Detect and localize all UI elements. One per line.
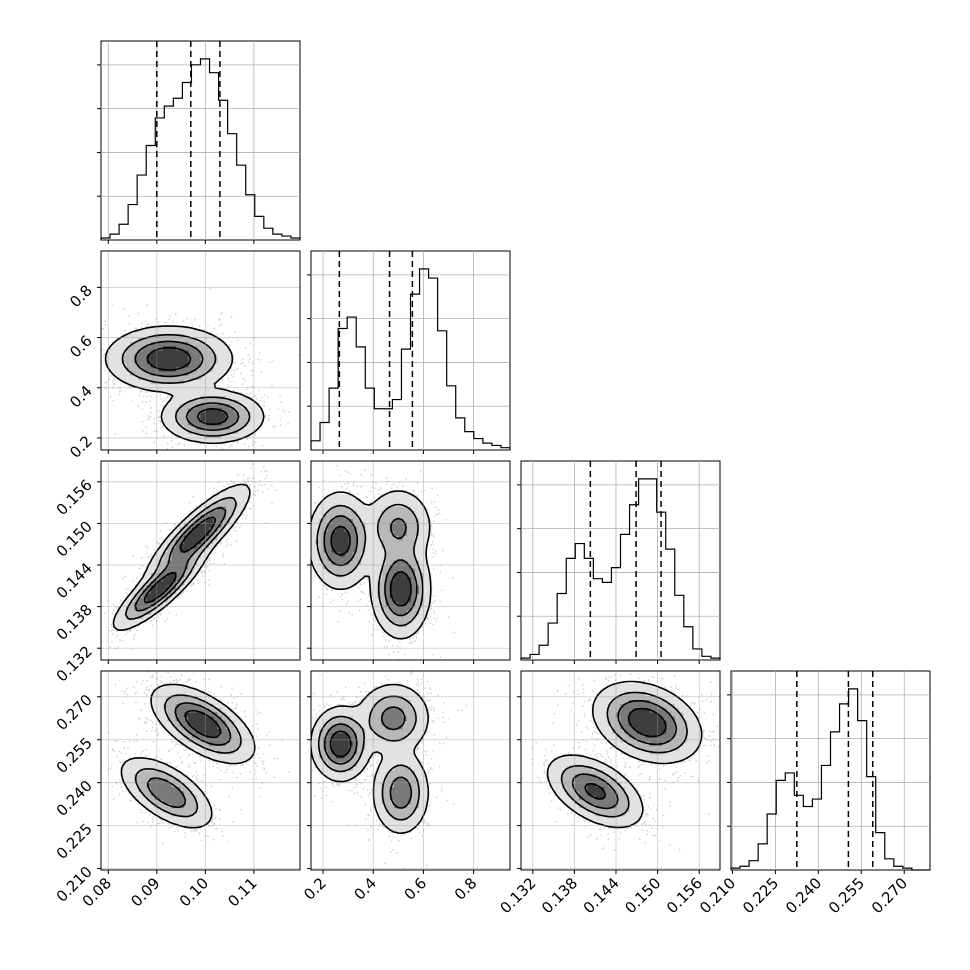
density-panel-0-3	[100, 670, 301, 871]
x-tick-label: 0.240	[782, 874, 825, 917]
y-tick-label: 0.156	[53, 476, 96, 519]
panel-frame	[100, 250, 301, 451]
x-tick-label: 0.4	[350, 874, 380, 904]
density-fill	[121, 683, 255, 829]
y-tick-label: 0.225	[53, 820, 96, 863]
histogram-panel-1	[307, 250, 511, 451]
contour-line	[124, 496, 237, 620]
panel-frame	[100, 460, 301, 661]
y-tick-label: 0.138	[53, 601, 96, 644]
density-panel-0-2	[100, 460, 301, 661]
contour-line	[146, 702, 232, 808]
contour-line	[546, 680, 703, 829]
contour-line	[323, 706, 413, 809]
histogram-panel-0	[97, 40, 301, 241]
density-fill	[134, 695, 243, 817]
density-fill	[587, 708, 667, 800]
y-tick-label: 0.8	[66, 281, 96, 311]
x-tick-label: 0.150	[621, 874, 664, 917]
histogram-panel-3	[727, 670, 931, 871]
density-fill	[134, 342, 239, 430]
y-tick-label: 0.240	[53, 777, 96, 820]
y-tick-label: 0.255	[53, 734, 96, 777]
density-panel-1-3	[310, 670, 511, 871]
density-fill	[574, 700, 675, 809]
panel-content	[101, 671, 291, 845]
contour-line	[146, 347, 229, 426]
x-tick-label: 0.10	[176, 874, 212, 910]
y-tick-label: 0.132	[53, 642, 96, 685]
panel-frame	[730, 670, 931, 871]
histogram-step	[100, 58, 301, 240]
x-tick-label: 0.2	[300, 874, 330, 904]
panel-frame	[310, 250, 511, 451]
y-tick-label: 0.4	[66, 382, 96, 412]
y-tick-label: 0.150	[53, 518, 96, 561]
density-fill	[113, 485, 251, 632]
x-tick-label: 0.144	[580, 874, 623, 917]
contour-line	[560, 691, 688, 818]
x-tick-label: 0.156	[663, 874, 706, 917]
contour-line	[134, 340, 240, 431]
panel-frame	[520, 670, 721, 871]
x-tick-label: 0.270	[868, 874, 911, 917]
panel-content	[521, 671, 720, 852]
contour-line	[584, 707, 667, 800]
x-tick-label: 0.11	[224, 874, 260, 910]
contour-line	[571, 699, 678, 810]
histogram-step	[310, 268, 511, 450]
x-tick-label: 0.225	[739, 874, 782, 917]
panel-content	[101, 461, 278, 651]
x-tick-label: 0.255	[825, 874, 868, 917]
contour-line	[323, 515, 418, 617]
panel-content	[101, 287, 300, 450]
density-panel-1-2	[310, 460, 511, 661]
y-tick-label: 0.6	[66, 332, 96, 362]
panel-frame	[310, 460, 511, 661]
histogram-step	[520, 478, 721, 660]
contour-line	[134, 694, 242, 818]
panel-frame	[100, 40, 301, 241]
contour-line	[317, 695, 420, 821]
density-fill	[134, 506, 226, 611]
x-tick-label: 0.210	[696, 874, 739, 917]
panel-frame	[310, 670, 511, 871]
panel-frame	[100, 670, 301, 871]
y-tick-label: 0.2	[66, 432, 96, 462]
y-tick-label: 0.144	[53, 559, 96, 602]
density-fill	[125, 498, 239, 619]
histogram-step	[730, 688, 930, 871]
histogram-panel-2	[517, 460, 721, 661]
contour-line	[184, 709, 222, 739]
density-panel-0-1	[100, 250, 301, 451]
x-tick-label: 0.8	[451, 874, 481, 904]
x-tick-label: 0.6	[401, 874, 431, 904]
contour-line	[330, 525, 412, 607]
x-tick-label: 0.09	[127, 874, 163, 910]
contour-line	[112, 483, 251, 631]
contour-line	[144, 516, 217, 604]
density-panel-2-3	[520, 670, 721, 871]
x-tick-label: 0.138	[538, 874, 581, 917]
y-tick-label: 0.270	[53, 691, 96, 734]
contour-line	[316, 503, 424, 627]
density-fill	[146, 346, 226, 426]
x-tick-label: 0.132	[497, 874, 540, 917]
density-fill	[146, 519, 214, 603]
